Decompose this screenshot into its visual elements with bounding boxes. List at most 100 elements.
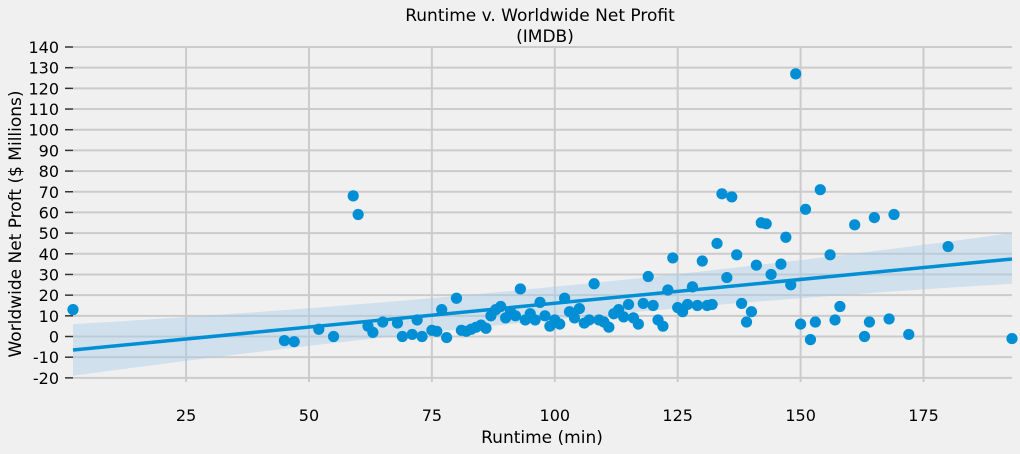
y-axis-label: Worldwide Net Proft ($ Millions): [6, 90, 26, 357]
y-tick-label: 140: [28, 38, 59, 57]
data-point: [790, 68, 802, 80]
data-point: [529, 314, 541, 326]
data-point: [618, 311, 630, 323]
data-point: [441, 331, 453, 344]
data-point: [716, 188, 728, 200]
data-point: [745, 306, 758, 318]
data-point: [750, 259, 762, 271]
data-point: [450, 292, 463, 304]
data-point: [696, 255, 708, 267]
data-point: [829, 314, 841, 326]
chart-subtitle: (IMDB): [516, 27, 574, 47]
regression-line-layer: [72, 257, 1013, 352]
data-point: [642, 270, 654, 283]
data-point: [883, 313, 895, 325]
data-point: [809, 316, 821, 328]
x-tick-label: 100: [540, 406, 571, 425]
data-point: [765, 268, 777, 281]
y-tick-label: 40: [39, 245, 59, 264]
data-point: [396, 330, 408, 343]
data-point: [554, 318, 566, 330]
data-point: [431, 325, 443, 337]
x-tick-label: 125: [662, 406, 693, 425]
data-point: [775, 258, 787, 270]
data-point: [288, 336, 300, 348]
data-point: [804, 334, 817, 346]
data-point: [795, 318, 807, 330]
data-point: [863, 316, 876, 328]
data-point: [347, 190, 359, 202]
data-point: [352, 208, 364, 221]
data-point: [509, 310, 522, 322]
data-point: [327, 330, 340, 343]
y-tick-label: 130: [28, 59, 59, 78]
data-point: [480, 322, 492, 334]
regression-line: [72, 257, 1013, 352]
chart-title: Runtime v. Worldwide Net Profit: [405, 6, 675, 26]
data-point: [622, 298, 635, 311]
data-point: [731, 249, 743, 261]
data-point: [799, 203, 812, 215]
data-point: [681, 298, 694, 311]
data-point: [539, 310, 551, 322]
y-tick-label: 10: [39, 307, 59, 326]
y-tick-label: 20: [39, 286, 59, 305]
data-point: [888, 208, 900, 221]
data-point: [278, 335, 290, 347]
data-point: [637, 297, 649, 310]
data-point: [721, 271, 733, 284]
data-point: [711, 237, 723, 250]
y-tick-label: 50: [39, 224, 59, 243]
data-point: [849, 219, 861, 231]
y-tick-label: 80: [39, 162, 59, 181]
data-point: [647, 299, 659, 312]
data-point: [514, 283, 526, 295]
y-tick-label: -20: [33, 369, 59, 388]
data-point: [667, 252, 679, 264]
x-tick-label: 150: [785, 406, 816, 425]
data-point: [706, 298, 718, 311]
data-point: [632, 318, 644, 330]
data-point: [726, 191, 738, 203]
x-tick-labels: 25 50 75 100 125 150 175: [176, 406, 939, 425]
data-point: [760, 218, 772, 230]
data-point: [868, 212, 880, 224]
data-point: [736, 297, 748, 310]
data-point: [780, 231, 792, 243]
y-tick-label: 70: [39, 183, 59, 202]
y-tick-label: 30: [39, 265, 59, 284]
x-axis-label: Runtime (min): [481, 428, 603, 448]
data-point: [603, 321, 615, 333]
data-point: [406, 328, 418, 341]
data-point: [834, 300, 846, 313]
data-point: [814, 184, 826, 196]
data-point: [1006, 332, 1018, 345]
y-tick-label: 100: [28, 121, 59, 140]
data-point: [858, 330, 871, 343]
data-point: [824, 249, 836, 261]
data-point: [903, 328, 915, 341]
data-point: [583, 314, 595, 326]
data-point: [588, 278, 600, 290]
x-tick-label: 175: [908, 406, 939, 425]
y-tick-label: 90: [39, 141, 59, 160]
y-tick-label: 0: [49, 328, 59, 347]
x-tick-label: 25: [176, 406, 196, 425]
data-point: [657, 320, 669, 332]
data-point: [416, 330, 428, 343]
data-point: [740, 316, 753, 328]
y-tick-label: 110: [28, 100, 59, 119]
x-tick-label: 50: [299, 406, 319, 425]
data-point: [67, 304, 79, 316]
data-point: [367, 326, 379, 338]
y-tick-label: 120: [28, 79, 59, 98]
data-point: [568, 312, 581, 324]
data-point: [573, 302, 585, 315]
x-tick-label: 75: [422, 406, 442, 425]
y-tick-label: 60: [39, 203, 59, 222]
data-point: [691, 299, 703, 312]
data-point: [942, 240, 954, 253]
y-tick-label: -10: [33, 348, 59, 367]
